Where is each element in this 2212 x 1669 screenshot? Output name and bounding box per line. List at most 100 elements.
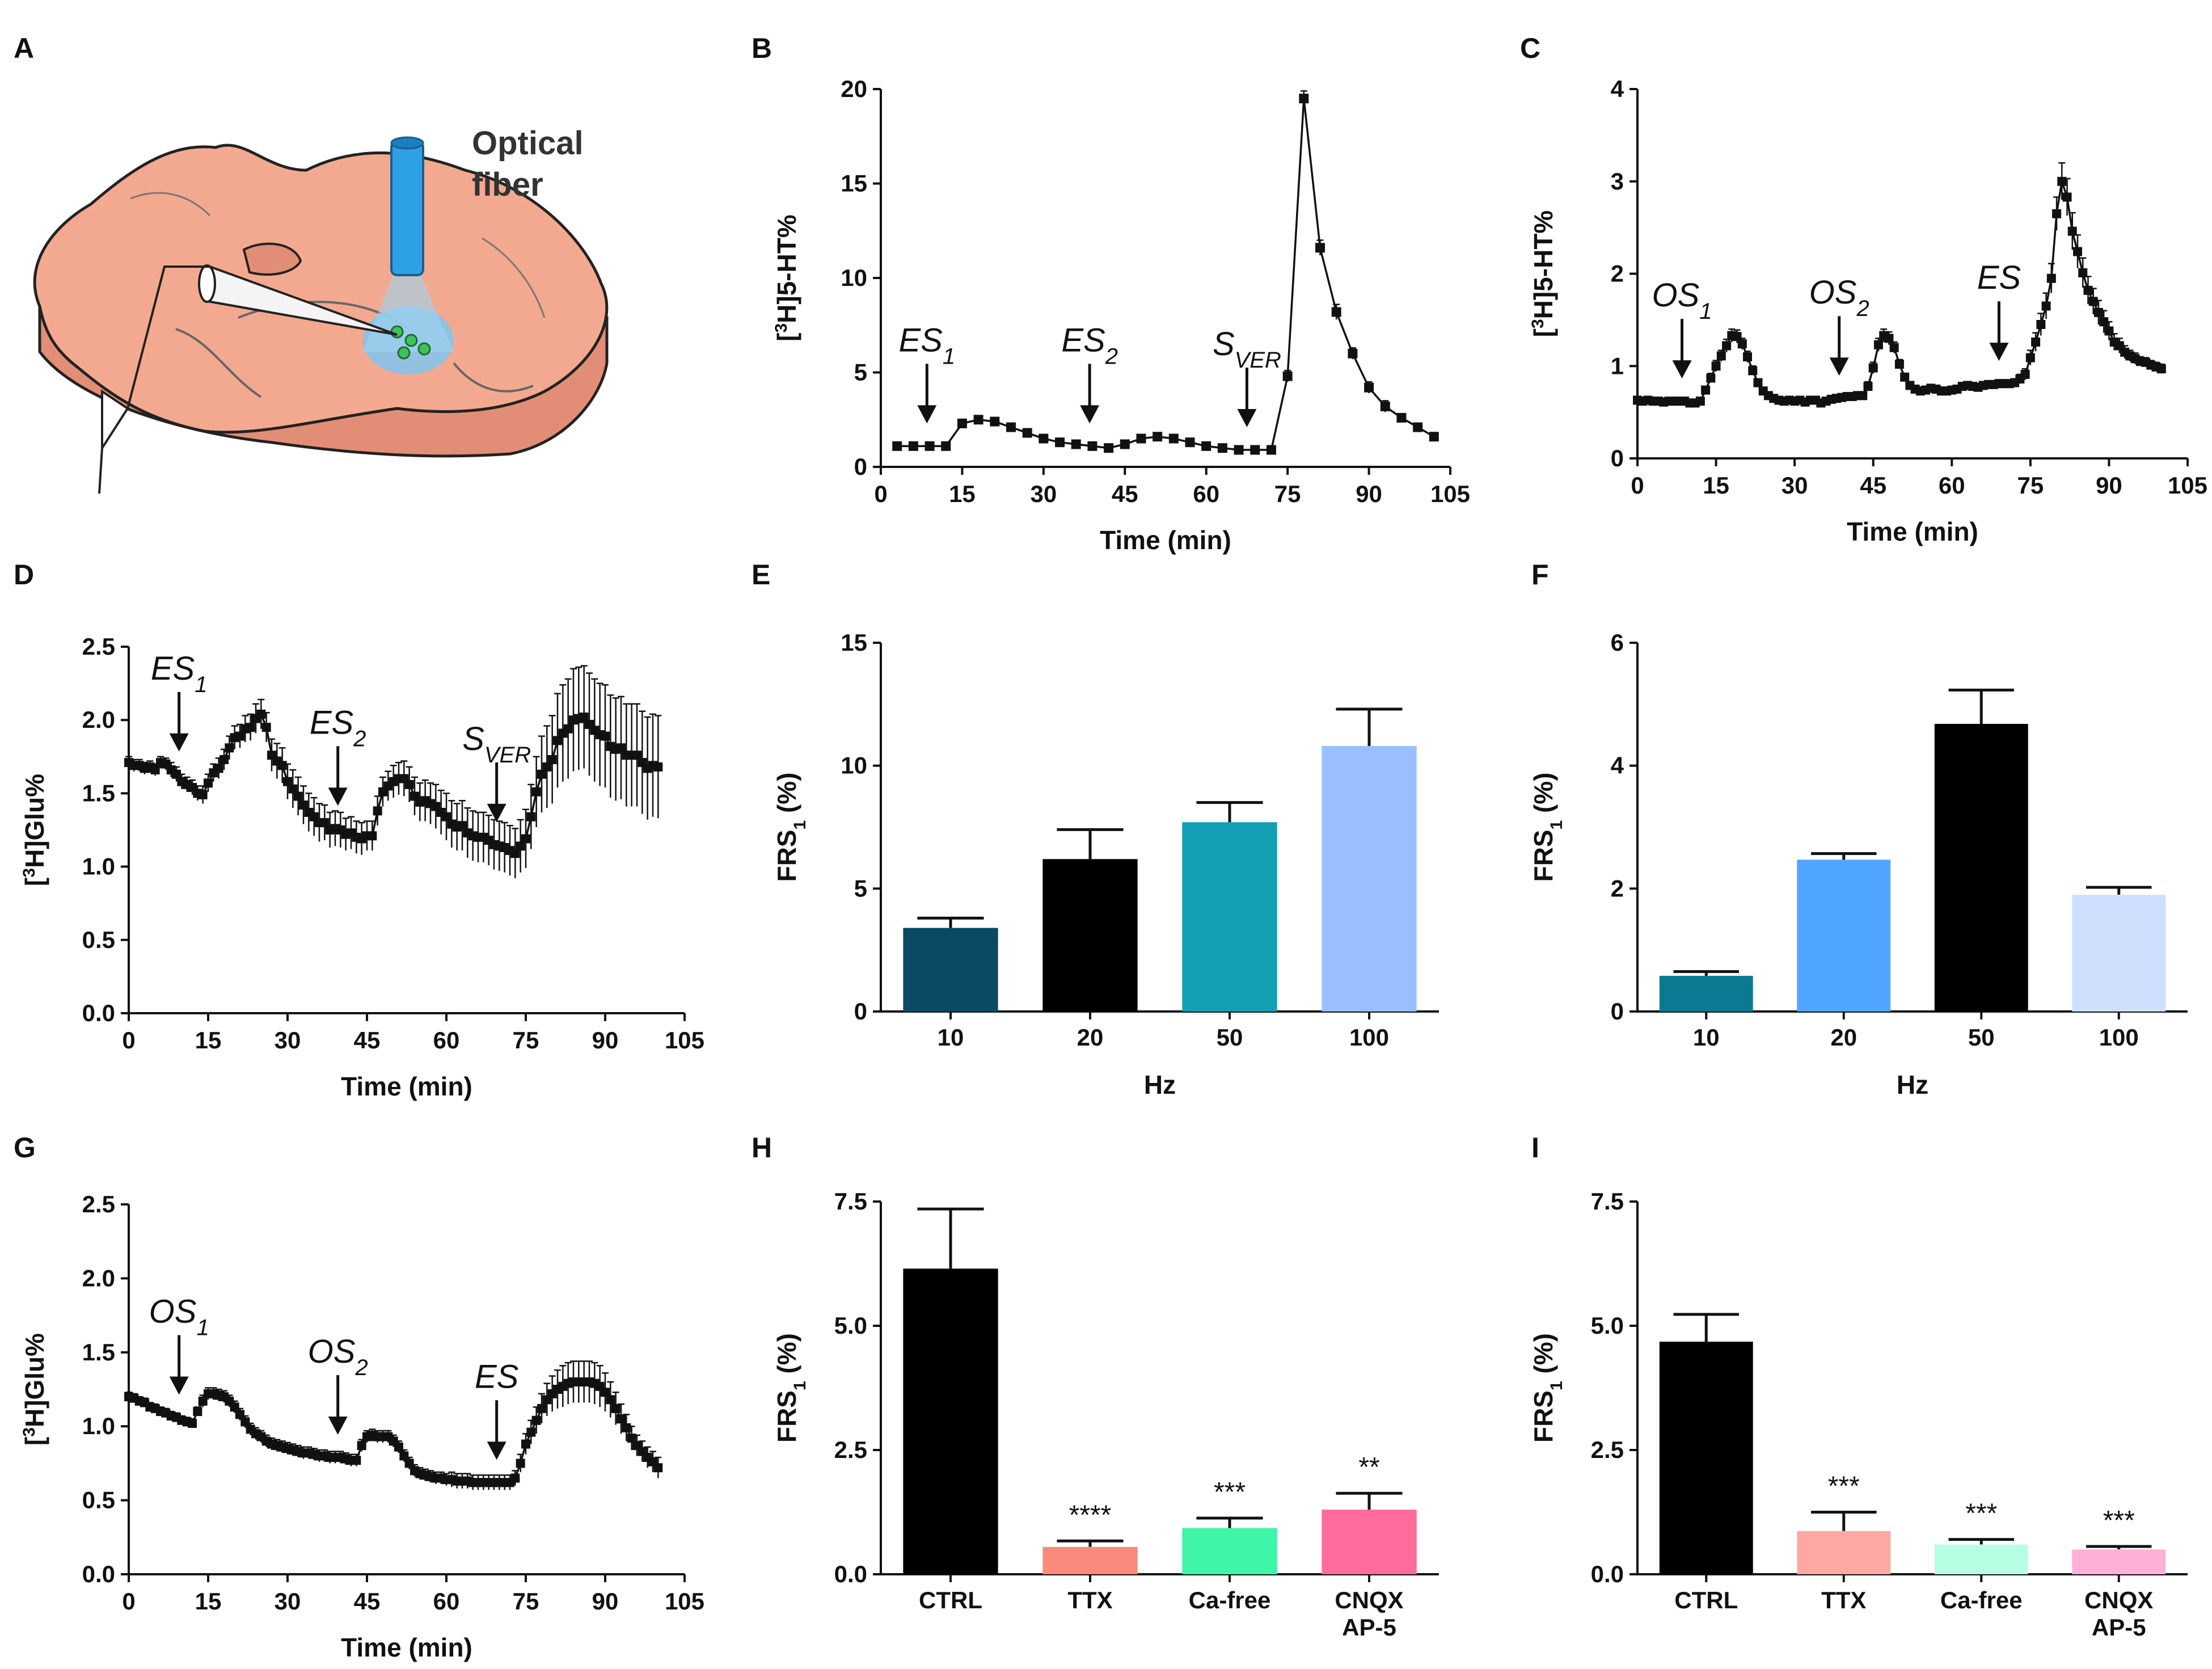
data-point: [2104, 326, 2114, 336]
data-point: [1429, 432, 1439, 442]
y-tick-label: 3: [1611, 168, 1624, 195]
data-point: [256, 709, 266, 719]
data-point: [990, 416, 1000, 427]
x-tick-label: 105: [2168, 472, 2207, 499]
data-point: [1331, 307, 1341, 317]
y-tick-label: 1.0: [82, 853, 115, 880]
data-point: [1863, 382, 1873, 391]
data-point: [368, 831, 377, 841]
data-point: [150, 765, 160, 775]
panel-label-d: D: [14, 559, 34, 591]
data-point: [2099, 317, 2109, 327]
bar-h-ca-free: [1182, 1528, 1277, 1574]
bar-e-50: [1182, 822, 1277, 1011]
data-point: [2031, 337, 2041, 347]
chart-i: 0.0 2.5 5.0 7.5 FRS1 (%) CTRL TTX *** Ca-free ***…: [1529, 1188, 2188, 1641]
chart-b: 0 5 10 15 20 0 15 30 45 60 75 90 105 Time (min) [3H]5-…: [772, 75, 1471, 555]
data-point: [2052, 209, 2062, 218]
stimulus-label-c-3: ES: [1977, 259, 2021, 296]
x-tick-label: 75: [2017, 472, 2044, 499]
x-tick-label: 60: [1939, 472, 1965, 499]
stimulus-arrow-head: [1829, 357, 1849, 376]
y-tick-label: 2.5: [1591, 1436, 1624, 1463]
data-point: [1716, 351, 1726, 361]
bar-i-cnqx-ap-5: [2072, 1549, 2166, 1574]
data-point: [542, 762, 552, 772]
data-point: [219, 755, 229, 764]
x-tick-label: 60: [433, 1588, 460, 1615]
y-tick-label: 2: [1611, 875, 1624, 901]
data-point: [172, 769, 181, 779]
data-point: [1894, 359, 1904, 369]
data-point: [1732, 332, 1742, 342]
bar-f-20: [1797, 859, 1891, 1011]
data-point: [1282, 371, 1293, 381]
y-tick-label: 5.0: [834, 1312, 867, 1339]
stimulus-arrow-head: [328, 1416, 348, 1435]
y-axis-label-g: [3H]Glu%: [20, 1333, 50, 1445]
y-axis-label-h: FRS1 (%): [772, 1333, 809, 1443]
data-point: [537, 769, 546, 779]
y-tick-label: 5: [854, 359, 867, 386]
stimulus-arrow-head: [487, 1442, 506, 1460]
data-point: [1250, 445, 1260, 455]
x-tick-label: 15: [949, 481, 976, 507]
y-axis-label-i: FRS1 (%): [1529, 1333, 1566, 1443]
data-point: [2025, 353, 2035, 363]
data-point: [1153, 432, 1163, 442]
chart-f: 0 2 4 6 FRS1 (%) 10 20 50 100 Hz: [1529, 629, 2188, 1099]
x-tick-label: 0: [122, 1027, 135, 1053]
electrode-lead: [98, 448, 103, 494]
x-tick-label: 0: [1631, 472, 1644, 499]
category-label: Ca-free: [1189, 1587, 1271, 1613]
data-point: [230, 1402, 239, 1412]
data-point: [299, 800, 308, 810]
data-point: [531, 1415, 541, 1425]
x-tick-label: 90: [592, 1027, 619, 1053]
data-point: [1722, 341, 1732, 351]
data-point: [261, 723, 271, 732]
significance-label: ***: [2103, 1506, 2135, 1536]
y-tick-label: 0: [1611, 445, 1624, 471]
y-tick-label: 7.5: [1591, 1188, 1624, 1215]
stimulus-label-d-2: ES2: [310, 704, 366, 751]
y-tick-label: 15: [841, 629, 867, 656]
data-point: [1136, 433, 1146, 444]
slice-contour-2: [175, 328, 262, 398]
data-point: [198, 790, 208, 799]
data-point: [399, 1451, 409, 1461]
data-point: [320, 818, 330, 828]
panel-label-e: E: [752, 559, 770, 591]
category-label: TTX: [1067, 1587, 1112, 1613]
data-point: [2088, 297, 2098, 306]
data-point: [1748, 366, 1758, 376]
data-point: [1087, 441, 1097, 451]
stimulus-arrow-head: [1080, 405, 1100, 424]
bar-f-50: [1934, 724, 2028, 1011]
data-point: [653, 762, 663, 772]
data-point: [632, 751, 641, 760]
data-point: [526, 1427, 536, 1437]
category-label: Ca-free: [1940, 1587, 2023, 1613]
data-point: [617, 1414, 626, 1424]
data-point: [516, 1459, 525, 1468]
y-tick-label: 7.5: [834, 1188, 867, 1215]
stimulus-arrow-head: [1237, 409, 1257, 428]
panel-label-b: B: [752, 32, 772, 64]
data-point: [1380, 401, 1390, 411]
data-point: [1396, 412, 1407, 423]
cell-2: [404, 334, 418, 347]
category-label: 20: [1830, 1024, 1857, 1051]
x-tick-label: 45: [1112, 481, 1138, 507]
chart-g: 0.0 0.5 1.0 1.5 2.0 2.5 0 15 30 45 60 75 90 105 Time (…: [20, 1191, 705, 1662]
y-tick-label: 0.0: [82, 1000, 115, 1026]
y-tick-label: 10: [841, 264, 867, 291]
x-tick-label: 15: [195, 1588, 222, 1615]
y-tick-label: 0: [1611, 998, 1624, 1025]
data-point: [2036, 320, 2046, 330]
data-point: [925, 441, 935, 451]
data-point: [601, 731, 610, 741]
stimulus-arrow-head: [917, 405, 937, 424]
category-label: AP-5: [2092, 1614, 2146, 1641]
category-label: 100: [1349, 1024, 1389, 1051]
